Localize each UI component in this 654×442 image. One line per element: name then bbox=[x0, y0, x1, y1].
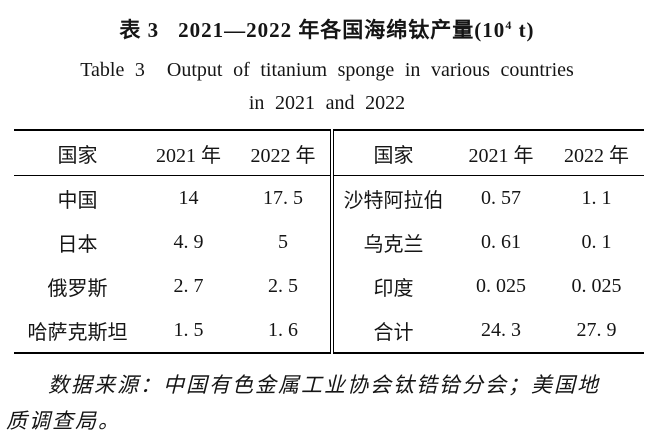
cell-2022: 0. 025 bbox=[571, 274, 622, 297]
cell-country: 哈萨克斯坦 bbox=[27, 321, 128, 344]
cell-country: 俄罗斯 bbox=[47, 277, 108, 300]
header-cell-2021-left: 2021 年 bbox=[156, 144, 221, 167]
header-cell-2022-left: 2022 年 bbox=[250, 144, 316, 167]
cell-2021: 1. 5 bbox=[173, 318, 204, 341]
header-cell-2022-right: 2022 年 bbox=[564, 144, 629, 167]
table-title-en-line2: in 2021 and 2022 bbox=[248, 92, 406, 114]
table-number-zh: 表 3 bbox=[119, 18, 160, 42]
cell-country: 印度 bbox=[330, 264, 453, 308]
table-row: 日本 4. 9 5 乌克兰 0. 61 0. 1 bbox=[14, 220, 644, 264]
cell-2021: 14 bbox=[178, 186, 199, 209]
exponent-superscript: 4 bbox=[505, 18, 513, 32]
table-row: 俄罗斯 2. 7 2. 5 印度 0. 025 0. 025 bbox=[14, 264, 644, 308]
table-title-zh-text: 2021—2022 年各国海绵钛产量(10 bbox=[178, 18, 506, 42]
table-number-en: Table 3 bbox=[80, 59, 145, 81]
cell-2022: 2. 5 bbox=[268, 274, 298, 297]
table-title-zh: 表 3 2021—2022 年各国海绵钛产量(104 t) bbox=[0, 11, 654, 44]
cell-country: 合计 bbox=[330, 308, 453, 353]
cell-2021: 0. 57 bbox=[481, 186, 521, 209]
cell-country: 乌克兰 bbox=[330, 220, 453, 264]
cell-2021: 0. 61 bbox=[481, 230, 521, 253]
table-title-zh-unit: t) bbox=[512, 18, 535, 42]
cell-2022: 1. 1 bbox=[581, 186, 612, 209]
cell-2021: 2. 7 bbox=[173, 274, 204, 297]
header-cell-country-left: 国家 bbox=[57, 144, 98, 167]
data-source-note: 数据来源：中国有色金属工业协会钛锆铪分会；美国地 质调查局。 bbox=[6, 367, 646, 439]
titanium-output-table: 国家 2021 年 2022 年 国家 2021 年 2022 年 中国 14 … bbox=[14, 129, 644, 354]
cell-2021: 24. 3 bbox=[481, 318, 521, 341]
header-cell-2021-right: 2021 年 bbox=[468, 144, 534, 167]
table-row: 哈萨克斯坦 1. 5 1. 6 合计 24. 3 27. 9 bbox=[14, 308, 644, 353]
header-row: 国家 2021 年 2022 年 国家 2021 年 2022 年 bbox=[14, 130, 644, 176]
cell-country: 日本 bbox=[57, 233, 98, 256]
cell-2022: 27. 9 bbox=[576, 318, 617, 341]
table-title-en-text: Output of titanium sponge in various cou… bbox=[166, 59, 574, 81]
cell-2021: 4. 9 bbox=[173, 230, 204, 253]
cell-2022: 1. 6 bbox=[268, 318, 298, 341]
cell-2022: 0. 1 bbox=[581, 230, 612, 253]
data-source-line2: 质调查局。 bbox=[6, 409, 121, 433]
table-row: 中国 14 17. 5 沙特阿拉伯 0. 57 1. 1 bbox=[14, 175, 644, 220]
cell-2022: 5 bbox=[278, 230, 288, 253]
data-source-line1: 数据来源：中国有色金属工业协会钛锆铪分会；美国地 bbox=[48, 373, 600, 397]
table-title-en: Table 3 Output of titanium sponge in vari… bbox=[0, 57, 654, 83]
cell-2021: 0. 025 bbox=[476, 274, 526, 297]
cell-country: 中国 bbox=[57, 189, 98, 212]
header-cell-country-right: 国家 bbox=[330, 130, 453, 176]
cell-country: 沙特阿拉伯 bbox=[330, 175, 453, 220]
cell-2022: 17. 5 bbox=[263, 186, 303, 209]
